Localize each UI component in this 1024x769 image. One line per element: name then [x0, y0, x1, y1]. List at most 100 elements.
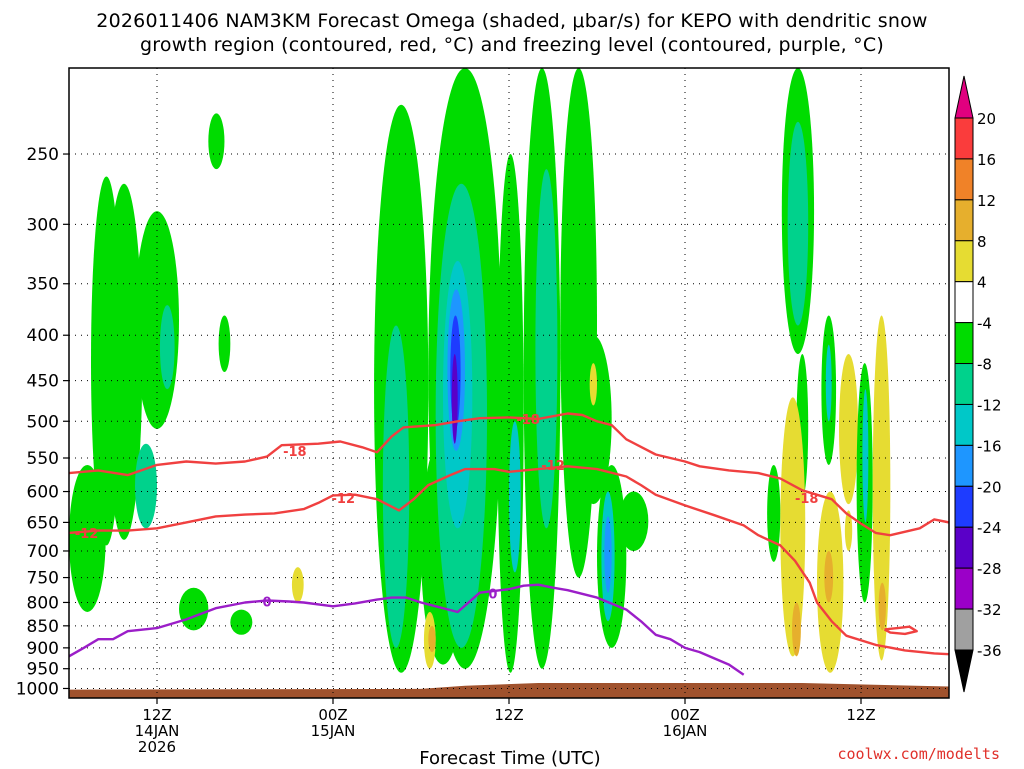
- omega-shade-green: [208, 113, 225, 170]
- credit-link[interactable]: coolwx.com/modelts: [837, 745, 1000, 763]
- y-tick-label: 750: [27, 569, 59, 589]
- colorbar-top-arrow: [954, 75, 974, 119]
- contour-minus12-loop: [883, 625, 918, 636]
- y-tick-label: 250: [27, 145, 59, 165]
- omega-shade-green_cyan: [135, 443, 157, 529]
- omega-shade-orange: [792, 602, 801, 657]
- contour-label: 0: [488, 588, 497, 603]
- x-tick-label: 12Z: [846, 706, 875, 724]
- omega-shade-purple: [451, 354, 458, 444]
- y-tick-label: 550: [27, 449, 59, 469]
- omega-shade-green: [179, 587, 209, 631]
- chart-title-line1: 2026011406 NAM3KM Forecast Omega (shaded…: [96, 10, 928, 32]
- omega-shade-green: [230, 609, 253, 635]
- omega-shade-green: [767, 464, 781, 562]
- y-tick-label: 400: [27, 326, 59, 346]
- colorbar-segment: [954, 567, 974, 610]
- colorbar-segment: [954, 281, 974, 324]
- omega-shade-green_cyan: [535, 169, 558, 529]
- x-tick-label: 12Z: [142, 706, 171, 724]
- contour-label: 0: [262, 595, 271, 610]
- y-tick-label: 300: [27, 215, 59, 235]
- colorbar-segment: [954, 403, 974, 446]
- omega-shade-green: [619, 491, 649, 551]
- contour-freezing-level: [69, 583, 745, 676]
- colorbar-segment: [954, 117, 974, 160]
- omega-shade-green_cyan: [787, 121, 809, 326]
- colorbar-label: -16: [977, 437, 1002, 455]
- y-tick-label: 950: [27, 660, 59, 680]
- y-tick-label: 350: [27, 275, 59, 295]
- omega-shade-green: [218, 315, 231, 372]
- terrain-fill: [69, 683, 949, 698]
- y-tick-label: 500: [27, 412, 59, 432]
- x-tick-year: 2026: [138, 738, 176, 756]
- y-tick-label: 1000: [16, 679, 59, 699]
- colorbar-segment: [954, 526, 974, 569]
- contour-label: -18: [283, 445, 307, 460]
- omega-shade-yellow: [844, 510, 853, 551]
- colorbar-segment: [954, 322, 974, 365]
- omega-shade-yellow: [839, 354, 859, 505]
- colorbar-segment: [954, 485, 974, 528]
- colorbar-label: -12: [977, 396, 1002, 414]
- colorbar-label: -32: [977, 601, 1002, 619]
- omega-shade-yellow: [291, 567, 304, 603]
- omega-shade-orange: [878, 582, 886, 631]
- colorbar-segment: [954, 199, 974, 242]
- omega-shade-cyan: [862, 389, 869, 523]
- colorbar-label: 12: [977, 192, 996, 210]
- colorbar-label: -28: [977, 560, 1002, 578]
- y-tick-label: 650: [27, 513, 59, 533]
- colorbar-label: -20: [977, 478, 1002, 496]
- colorbar-segment: [954, 158, 974, 201]
- y-tick-label: 700: [27, 542, 59, 562]
- colorbar-label: 20: [977, 110, 996, 128]
- colorbar-label: 8: [977, 233, 987, 251]
- omega-shade-yellow: [780, 397, 806, 657]
- omega-shade-green_cyan: [382, 325, 410, 648]
- colorbar-segment: [954, 363, 974, 405]
- x-tick-date: 16JAN: [663, 722, 708, 740]
- colorbar-label: -4: [977, 315, 992, 333]
- x-tick-label: 12Z: [494, 706, 523, 724]
- colorbar-label: -36: [977, 642, 1002, 660]
- contour-minus12: [69, 465, 949, 656]
- x-tick-label: 00Z: [318, 706, 347, 724]
- colorbar-label: 16: [977, 151, 996, 169]
- colorbar-label: -24: [977, 519, 1002, 537]
- colorbar-segment: [954, 608, 974, 651]
- y-tick-label: 800: [27, 593, 59, 613]
- contour-label: -18: [516, 413, 540, 428]
- omega-shade-green: [105, 183, 143, 540]
- contour-label: -12: [75, 527, 99, 542]
- colorbar-bottom-arrow: [954, 649, 974, 693]
- contour-label: -12: [332, 492, 356, 507]
- y-tick-label: 450: [27, 372, 59, 392]
- omega-shade-cyan: [825, 344, 832, 422]
- colorbar-label: 4: [977, 274, 987, 292]
- plot-area: -18 -18 -18 -12 -12 -12 0 0: [69, 68, 949, 698]
- omega-shade-light_blue: [604, 516, 612, 593]
- colorbar-label: -8: [977, 356, 992, 374]
- chart-title-line2: growth region (contoured, red, °C) and f…: [140, 34, 884, 56]
- colorbar-segment: [954, 444, 974, 487]
- omega-shade-orange: [428, 625, 436, 653]
- colorbar-segment: [954, 240, 974, 283]
- y-tick-label: 600: [27, 483, 59, 503]
- y-tick-label: 850: [27, 617, 59, 637]
- omega-shade-green_cyan: [159, 305, 175, 390]
- contour-label: -18: [795, 492, 819, 507]
- x-axis-label: Forecast Time (UTC): [419, 748, 601, 769]
- contour-minus18: [69, 412, 949, 537]
- x-tick-date: 14JAN: [135, 722, 180, 740]
- x-tick-date: 15JAN: [311, 722, 356, 740]
- x-tick-label: 00Z: [670, 706, 699, 724]
- contour-label: -12: [541, 459, 565, 474]
- y-tick-label: 900: [27, 639, 59, 659]
- omega-shade-orange: [824, 550, 834, 603]
- omega-shade-yellow: [872, 315, 891, 661]
- omega-shade-yellow: [589, 363, 597, 406]
- omega-shade-cyan: [508, 421, 521, 573]
